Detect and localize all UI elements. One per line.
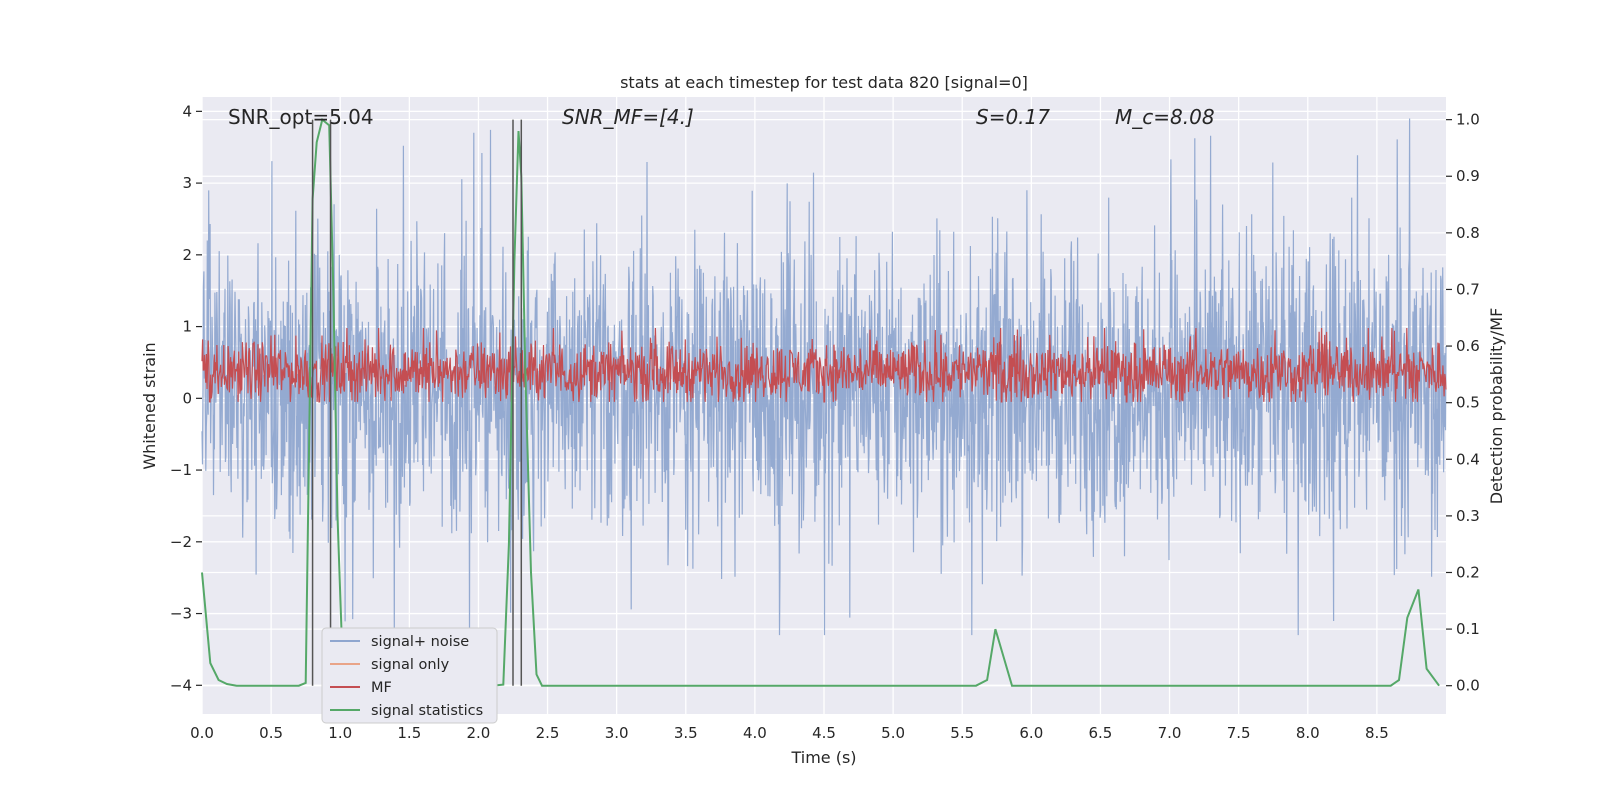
x-tick-label: 8.0 (1296, 724, 1320, 742)
x-tick-label: 3.0 (605, 724, 629, 742)
chart-title: stats at each timestep for test data 820… (620, 73, 1028, 92)
annotations: SNR_opt=5.04 SNR_MF=[4.] S=0.17 M_c=8.08 (228, 105, 1215, 129)
x-tick-label: 4.0 (743, 724, 767, 742)
y-tick-label: −1 (170, 461, 192, 479)
y-tick-label: −3 (170, 605, 192, 623)
y-right-tick-label: 0.3 (1456, 507, 1480, 525)
y-tick-label: 2 (182, 246, 192, 264)
legend: signal+ noise signal only MF signal statist… (321, 627, 498, 724)
annotation-mc-value: M_c=8.08 (1115, 105, 1215, 129)
y-axis-ticks: −4 −3 −2 −1 0 1 2 3 4 (170, 102, 202, 694)
x-tick-label: 2.5 (536, 724, 560, 742)
x-tick-label: 0.5 (259, 724, 283, 742)
legend-label: MF (371, 680, 392, 696)
y-tick-label: 1 (182, 318, 192, 336)
x-tick-label: 0.0 (190, 724, 214, 742)
vertical-markers (311, 119, 523, 686)
x-axis-label: Time (s) (790, 748, 856, 767)
x-tick-label: 5.5 (950, 724, 974, 742)
x-tick-label: 1.0 (328, 724, 352, 742)
y-tick-label: −2 (170, 533, 192, 551)
annotation-snr-mf: SNR_MF=[4.] (562, 105, 694, 129)
legend-label: signal+ noise (371, 634, 469, 650)
legend-label: signal only (371, 657, 450, 673)
y-right-tick-label: 0.8 (1456, 224, 1480, 242)
series-lines (201, 117, 1447, 687)
y-right-tick-label: 0.2 (1456, 563, 1480, 581)
y-right-tick-label: 0.1 (1456, 620, 1480, 638)
y-tick-label: 3 (182, 174, 192, 192)
y-right-tick-label: 0.9 (1456, 167, 1480, 185)
y-right-tick-label: 0.7 (1456, 280, 1480, 298)
x-tick-label: 5.0 (881, 724, 905, 742)
y-right-tick-label: 1.0 (1456, 111, 1480, 129)
y-tick-label: 4 (182, 102, 192, 120)
x-tick-label: 2.0 (467, 724, 491, 742)
y-right-tick-label: 0.4 (1456, 450, 1480, 468)
x-tick-label: 4.5 (812, 724, 836, 742)
x-tick-label: 7.5 (1227, 724, 1251, 742)
y-tick-label: −4 (170, 676, 192, 694)
x-axis-ticks: 0.0 0.5 1.0 1.5 2.0 2.5 3.0 3.5 4.0 4.5 5.0 5.5 6.0 6… (190, 724, 1389, 742)
x-tick-label: 3.5 (674, 724, 698, 742)
y-axis-right-ticks: 0.0 0.1 0.2 0.3 0.4 0.5 0.6 0.7 0.8 0.9 1.0 (1446, 111, 1480, 695)
x-tick-label: 8.5 (1365, 724, 1389, 742)
y-axis-label: Whitened strain (140, 342, 159, 469)
y-right-tick-label: 0.5 (1456, 394, 1480, 412)
annotation-snr-opt: SNR_opt=5.04 (228, 105, 374, 129)
y-right-tick-label: 0.6 (1456, 337, 1480, 355)
series-line-signal-noise (201, 118, 1447, 636)
y-right-tick-label: 0.0 (1456, 677, 1480, 695)
x-tick-label: 1.5 (397, 724, 421, 742)
y-axis-right-label: Detection probability/MF (1487, 308, 1506, 505)
series-line-mf (201, 327, 1447, 403)
annotation-s-value: S=0.17 (976, 105, 1050, 129)
legend-box (321, 627, 498, 724)
legend-label: signal statistics (371, 703, 483, 719)
y-tick-label: 0 (182, 389, 192, 407)
x-tick-label: 6.0 (1019, 724, 1043, 742)
x-tick-label: 6.5 (1089, 724, 1113, 742)
series-line-signal-statistics (201, 117, 1440, 687)
x-tick-label: 7.0 (1158, 724, 1182, 742)
